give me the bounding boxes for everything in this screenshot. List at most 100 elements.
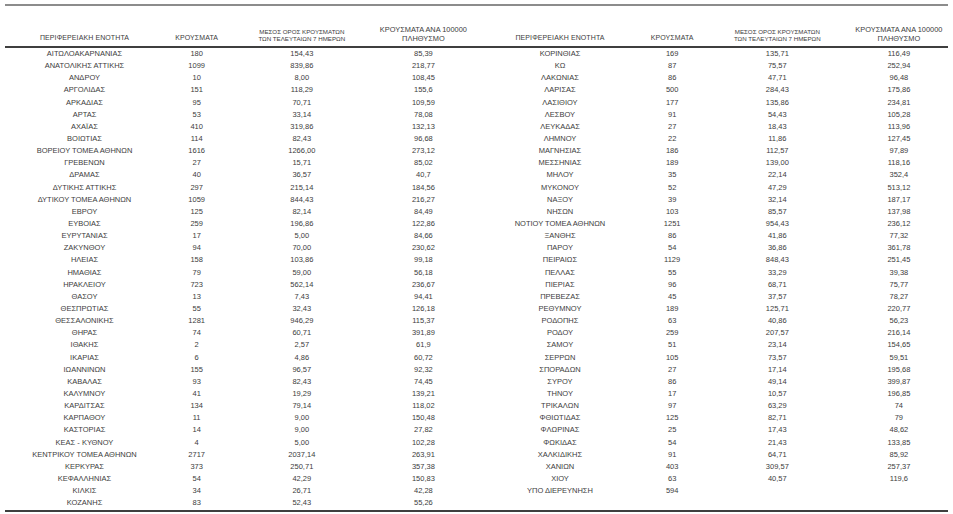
avg7days-cell: 36,86 (705, 242, 850, 254)
per100k-cell: 109,59 (374, 97, 472, 109)
cases-cell: 1616 (164, 145, 229, 157)
table-row: ΘΑΣΟΥ137,4394,41 (5, 291, 473, 303)
table-row: ΛΑΡΙΣΑΣ500284,43175,86 (481, 84, 949, 96)
avg7days-cell: 17,14 (705, 364, 850, 376)
cases-cell: 594 (639, 485, 704, 497)
avg7days-cell: 125,71 (705, 303, 850, 315)
column-header-per100k: ΚΡΟΥΣΜΑΤΑ ΑΝΑ 100000 ΠΛΗΘΥΣΜΟ (374, 25, 472, 44)
table-row: ΚΟΡΙΝΘΙΑΣ169135,71116,49 (481, 48, 949, 60)
avg7days-cell: 70,00 (229, 242, 374, 254)
table-row: ΕΒΡΟΥ12582,1484,49 (5, 206, 473, 218)
per100k-cell: 96,48 (850, 72, 948, 84)
avg7days-cell: 32,14 (705, 194, 850, 206)
column-header-cases: ΚΡΟΥΣΜΑΤΑ (639, 34, 704, 43)
per100k-cell: 218,77 (374, 60, 472, 72)
region-name-cell: ΑΡΤΑΣ (5, 109, 164, 121)
region-name-cell: ΔΥΤΙΚΟΥ ΤΟΜΕΑ ΑΘΗΝΩΝ (5, 194, 164, 206)
region-name-cell: ΙΚΑΡΙΑΣ (5, 352, 164, 364)
per100k-cell: 119,6 (850, 473, 948, 485)
cases-cell: 13 (164, 291, 229, 303)
table-row: ΚΑΣΤΟΡΙΑΣ149,0027,82 (5, 424, 473, 436)
region-name-cell: ΚΑΒΑΛΑΣ (5, 376, 164, 388)
region-name-cell: ΜΑΓΝΗΣΙΑΣ (481, 145, 640, 157)
avg7days-cell: 844,43 (229, 194, 374, 206)
avg7days-cell: 42,29 (229, 473, 374, 485)
region-name-cell: ΜΕΣΣΗΝΙΑΣ (481, 157, 640, 169)
table-row: ΒΟΡΕΙΟΥ ΤΟΜΕΑ ΑΘΗΝΩΝ16161266,00273,12 (5, 145, 473, 157)
region-name-cell: ΥΠΟ ΔΙΕΡΕΥΝΗΣΗ (481, 485, 640, 497)
region-name-cell: ΚΕΡΚΥΡΑΣ (5, 461, 164, 473)
per100k-cell: 118,02 (374, 400, 472, 412)
table-row: ΛΕΣΒΟΥ9154,43105,28 (481, 109, 949, 121)
cases-cell: 52 (639, 182, 704, 194)
cases-cell: 97 (639, 400, 704, 412)
region-name-cell: ΕΥΡΥΤΑΝΙΑΣ (5, 230, 164, 242)
avg7days-cell: 954,43 (705, 218, 850, 230)
region-name-cell: ΧΙΟΥ (481, 473, 640, 485)
table-row: ΚΕΑΣ - ΚΥΘΝΟΥ45,00102,28 (5, 437, 473, 449)
cases-cell: 63 (639, 315, 704, 327)
table-row: ΡΟΔΟΠΗΣ6340,8656,23 (481, 315, 949, 327)
avg7days-cell: 946,29 (229, 315, 374, 327)
table-row: ΧΑΛΚΙΔΙΚΗΣ9164,7185,92 (481, 449, 949, 461)
avg7days-cell: 2037,14 (229, 449, 374, 461)
avg7days-cell: 15,71 (229, 157, 374, 169)
per100k-cell: 154,65 (850, 339, 948, 351)
region-name-cell: ΘΗΡΑΣ (5, 327, 164, 339)
region-name-cell: ΦΘΙΩΤΙΔΑΣ (481, 412, 640, 424)
table-row: ΜΥΚΟΝΟΥ5247,29513,12 (481, 182, 949, 194)
left-table: ΑΙΤΩΛΟΑΚΑΡΝΑΝΙΑΣ180154,4385,39ΑΝΑΤΟΛΙΚΗΣ… (5, 48, 477, 510)
table-row: ΣΕΡΡΩΝ10573,5759,51 (481, 352, 949, 364)
cases-cell: 6 (164, 352, 229, 364)
per100k-cell: 273,12 (374, 145, 472, 157)
table-row: ΡΕΘΥΜΝΟΥ189125,71220,77 (481, 303, 949, 315)
avg7days-cell: 8,00 (229, 72, 374, 84)
avg7days-cell: 309,57 (705, 461, 850, 473)
cases-cell: 63 (639, 473, 704, 485)
avg7days-cell: 23,14 (705, 339, 850, 351)
region-name-cell: ΚΟΖΑΝΗΣ (5, 497, 164, 509)
per100k-cell: 74,45 (374, 376, 472, 388)
per100k-cell: 126,18 (374, 303, 472, 315)
table-row: ΔΥΤΙΚΟΥ ΤΟΜΕΑ ΑΘΗΝΩΝ1059844,43216,27 (5, 194, 473, 206)
column-header-avg7days-line1: ΜΕΣΟΣ ΟΡΟΣ ΚΡΟΥΣΜΑΤΩΝ (229, 28, 374, 36)
avg7days-cell: 22,14 (705, 169, 850, 181)
table-row: ΑΝΑΤΟΛΙΚΗΣ ΑΤΤΙΚΗΣ1099839,86218,77 (5, 60, 473, 72)
cases-cell: 2 (164, 339, 229, 351)
column-header-row: ΠΕΡΙΦΕΡΕΙΑΚΗ ΕΝΟΤΗΤΑ ΚΡΟΥΣΜΑΤΑ ΜΕΣΟΣ ΟΡΟ… (481, 6, 949, 46)
avg7days-cell: 5,00 (229, 230, 374, 242)
region-name-cell: ΡΕΘΥΜΝΟΥ (481, 303, 640, 315)
region-name-cell: ΠΡΕΒΕΖΑΣ (481, 291, 640, 303)
avg7days-cell: 49,14 (705, 376, 850, 388)
table-row: ΤΗΝΟΥ1710,57196,85 (481, 388, 949, 400)
per100k-cell: 42,28 (374, 485, 472, 497)
cases-cell: 94 (164, 242, 229, 254)
region-name-cell: ΞΑΝΘΗΣ (481, 230, 640, 242)
avg7days-cell: 36,57 (229, 169, 374, 181)
per100k-cell: 60,72 (374, 352, 472, 364)
cases-cell: 86 (639, 72, 704, 84)
cases-cell: 500 (639, 84, 704, 96)
avg7days-cell: 17,43 (705, 424, 850, 436)
per100k-cell: 77,32 (850, 230, 948, 242)
region-name-cell: ΣΕΡΡΩΝ (481, 352, 640, 364)
table-row: ΘΕΣΠΡΩΤΙΑΣ5532,43126,18 (5, 303, 473, 315)
table-row: ΦΘΙΩΤΙΔΑΣ12582,7179 (481, 412, 949, 424)
per100k-cell: 75,77 (850, 279, 948, 291)
table-row: ΑΧΑΪΑΣ410319,86132,13 (5, 121, 473, 133)
avg7days-cell: 2,57 (229, 339, 374, 351)
region-name-cell: ΔΥΤΙΚΗΣ ΑΤΤΙΚΗΣ (5, 182, 164, 194)
per100k-cell: 56,23 (850, 315, 948, 327)
region-name-cell: ΛΑΚΩΝΙΑΣ (481, 72, 640, 84)
table-row: ΚΩ8775,57252,94 (481, 60, 949, 72)
cases-cell: 54 (639, 437, 704, 449)
cases-cell: 259 (164, 218, 229, 230)
cases-cell: 54 (164, 473, 229, 485)
table-row: ΜΑΓΝΗΣΙΑΣ186112,5797,89 (481, 145, 949, 157)
column-header-row: ΠΕΡΙΦΕΡΕΙΑΚΗ ΕΝΟΤΗΤΑ ΚΡΟΥΣΜΑΤΑ ΜΕΣΟΣ ΟΡΟ… (5, 6, 473, 46)
table-row: ΛΗΜΝΟΥ2211,86127,45 (481, 133, 949, 145)
table-row: ΓΡΕΒΕΝΩΝ2715,7185,02 (5, 157, 473, 169)
avg7days-cell: 96,57 (229, 364, 374, 376)
cases-cell: 40 (164, 169, 229, 181)
cases-cell: 14 (164, 424, 229, 436)
